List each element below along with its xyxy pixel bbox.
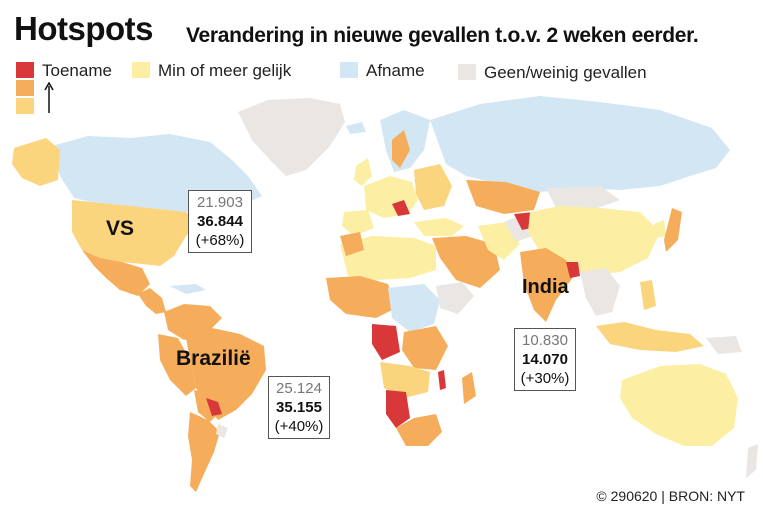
region-uk — [354, 158, 372, 186]
legend-swatch-slight-increase — [16, 98, 34, 114]
country-label-us: VS — [106, 217, 135, 240]
region-new-zealand — [746, 444, 758, 478]
legend-swatch-decrease — [340, 62, 358, 78]
callout-us-previous: 21.903 — [197, 194, 243, 211]
region-russia — [430, 96, 730, 192]
legend-label-none: Geen/weinig gevallen — [484, 63, 647, 82]
region-congo-hotspot — [372, 324, 400, 360]
region-west-europe — [364, 176, 418, 218]
source-credit: © 290620 | BRON: NYT — [596, 488, 745, 504]
legend-label-decrease: Afname — [366, 61, 425, 80]
region-usa — [72, 200, 198, 266]
callout-india-change: (+30%) — [520, 370, 570, 387]
region-central-africa — [388, 284, 440, 332]
region-east-europe — [414, 164, 452, 210]
region-png — [706, 336, 742, 354]
region-sweden — [392, 130, 410, 168]
callout-brazil-current: 35.155 — [276, 399, 322, 416]
callout-india-current: 14.070 — [522, 351, 568, 368]
region-turkey — [414, 218, 464, 236]
legend-swatch-moderate-increase — [16, 80, 34, 96]
callout-us-change: (+68%) — [195, 232, 245, 249]
legend-label-stable: Min of meer gelijk — [158, 61, 292, 80]
region-iceland — [346, 122, 366, 134]
region-balkans — [392, 200, 410, 216]
region-iran — [478, 222, 520, 260]
page-subtitle: Verandering in nieuwe gevallen t.o.v. 2 … — [186, 24, 699, 47]
region-australia — [620, 364, 738, 446]
callout-india: 10.830 14.070 (+30%) — [514, 328, 576, 391]
region-kazakhstan — [466, 180, 540, 214]
legend-swatch-none — [458, 64, 476, 80]
region-morocco — [340, 232, 364, 256]
region-horn-africa — [436, 282, 474, 314]
region-caribbean — [170, 284, 206, 294]
region-mexico — [82, 250, 150, 296]
region-paraguay — [206, 398, 222, 416]
callout-brazil: 25.124 35.155 (+40%) — [268, 376, 330, 439]
region-bangladesh — [566, 262, 580, 278]
callout-brazil-change: (+40%) — [274, 418, 324, 435]
region-argentina — [188, 412, 220, 492]
region-malawi-hotspot — [438, 370, 446, 390]
region-uruguay — [216, 424, 228, 438]
callout-us: 21.903 36.844 (+68%) — [188, 190, 252, 253]
region-philippines — [640, 280, 656, 310]
region-korea — [654, 220, 666, 238]
region-madagascar — [462, 372, 476, 404]
region-japan — [664, 208, 682, 252]
region-india — [520, 248, 574, 322]
region-se-asia — [580, 268, 620, 316]
region-angola-zambia — [380, 362, 430, 398]
region-south-africa — [396, 414, 442, 446]
region-namibia-hotspot — [386, 390, 410, 428]
region-alaska — [12, 138, 60, 186]
region-iberia — [342, 210, 374, 236]
region-peru — [158, 334, 196, 396]
page-title: Hotspots — [14, 10, 154, 47]
legend-label-increase: Toename — [42, 61, 112, 80]
callout-us-current: 36.844 — [197, 213, 243, 230]
callout-india-previous: 10.830 — [522, 332, 568, 349]
region-indonesia — [596, 322, 704, 352]
region-north-africa — [340, 236, 436, 280]
region-middle-east — [432, 236, 500, 288]
legend-arrow-up-icon — [44, 82, 54, 113]
country-label-india: India — [522, 276, 569, 298]
legend-swatch-strong-increase — [16, 62, 34, 78]
region-west-africa — [326, 276, 396, 318]
region-east-africa — [402, 326, 448, 370]
region-mongolia — [546, 186, 620, 210]
legend-swatch-stable — [132, 62, 150, 78]
callout-brazil-previous: 25.124 — [276, 380, 322, 397]
country-label-brazil: Brazilië — [176, 347, 251, 370]
region-greenland — [238, 98, 345, 176]
region-central-america — [138, 288, 166, 314]
